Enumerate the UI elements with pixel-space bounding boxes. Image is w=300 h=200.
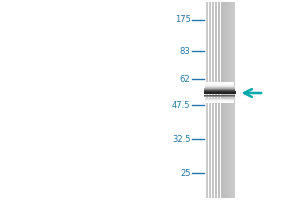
Bar bbox=[231, 2, 232, 198]
Bar bbox=[204, 90, 236, 91]
Bar bbox=[204, 89, 235, 90]
Bar bbox=[216, 2, 217, 198]
Bar bbox=[205, 100, 234, 101]
Text: 47.5: 47.5 bbox=[172, 100, 190, 110]
Bar bbox=[224, 2, 225, 198]
Bar bbox=[206, 2, 207, 198]
Bar bbox=[220, 2, 221, 198]
Text: 25: 25 bbox=[180, 168, 190, 178]
Bar bbox=[205, 83, 234, 84]
Bar bbox=[205, 84, 234, 85]
Bar bbox=[205, 101, 234, 102]
Bar bbox=[205, 99, 235, 100]
Bar bbox=[222, 2, 223, 198]
Bar bbox=[207, 2, 208, 198]
Bar bbox=[221, 2, 222, 198]
Bar bbox=[204, 96, 235, 97]
Bar bbox=[225, 2, 226, 198]
Bar bbox=[214, 2, 215, 198]
Bar bbox=[230, 2, 231, 198]
Bar bbox=[213, 2, 214, 198]
Bar bbox=[219, 2, 220, 198]
Bar bbox=[217, 2, 218, 198]
Bar bbox=[233, 2, 234, 198]
Bar bbox=[209, 2, 210, 198]
Bar bbox=[235, 2, 236, 198]
Bar bbox=[204, 95, 235, 96]
Bar bbox=[212, 2, 213, 198]
Bar bbox=[204, 91, 236, 92]
Bar bbox=[205, 102, 234, 103]
Text: 83: 83 bbox=[180, 46, 190, 55]
Bar bbox=[226, 2, 227, 198]
Bar bbox=[204, 93, 236, 94]
Bar bbox=[215, 2, 216, 198]
Bar bbox=[208, 2, 209, 198]
Bar bbox=[210, 2, 211, 198]
Text: 62: 62 bbox=[180, 74, 190, 84]
Bar bbox=[227, 2, 228, 198]
Bar bbox=[228, 2, 229, 198]
Bar bbox=[204, 88, 235, 89]
Text: 32.5: 32.5 bbox=[172, 134, 190, 144]
Bar bbox=[205, 85, 234, 86]
Bar bbox=[232, 2, 233, 198]
Bar bbox=[205, 86, 235, 87]
Bar bbox=[223, 2, 224, 198]
Bar bbox=[205, 82, 234, 83]
Text: 175: 175 bbox=[175, 16, 190, 24]
Bar bbox=[204, 92, 236, 93]
Bar bbox=[205, 98, 235, 99]
Bar bbox=[218, 2, 219, 198]
Bar bbox=[234, 2, 235, 198]
Bar bbox=[211, 2, 212, 198]
Bar bbox=[205, 87, 235, 88]
Bar bbox=[229, 2, 230, 198]
